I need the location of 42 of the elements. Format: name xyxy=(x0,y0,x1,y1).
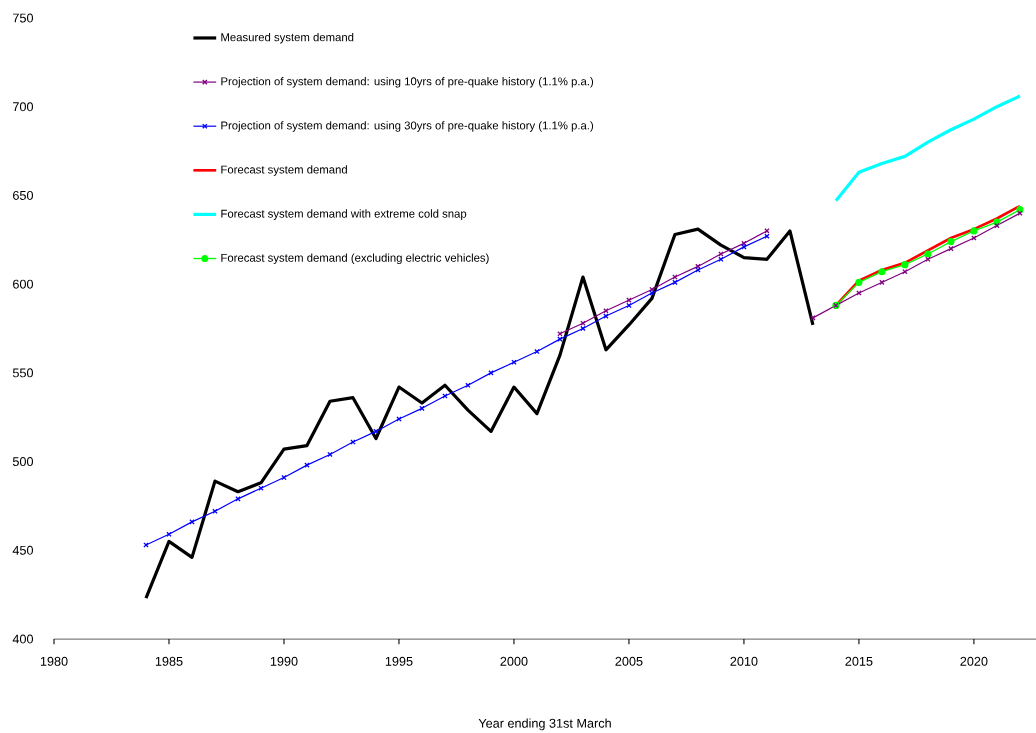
point xyxy=(878,268,886,276)
point xyxy=(649,290,655,296)
legend-label: Forecast system demand xyxy=(221,165,347,176)
x-tick-label: 1995 xyxy=(385,656,413,666)
x-tick-label: 2020 xyxy=(960,656,988,666)
point xyxy=(557,336,563,342)
point xyxy=(189,519,195,525)
x-tick-label: 1980 xyxy=(40,656,68,666)
x-tick-label: 1990 xyxy=(270,656,298,666)
point xyxy=(947,237,955,246)
point xyxy=(970,227,978,235)
x-tick-label: 2005 xyxy=(615,656,643,666)
line-series xyxy=(144,227,815,600)
y-tick-label: 750 xyxy=(13,13,34,23)
y-tick-label: 400 xyxy=(12,634,34,644)
y-tick-label: 500 xyxy=(12,457,34,467)
legend-label: Measured system demand xyxy=(221,32,354,44)
y-tick-label: 550 xyxy=(12,368,34,378)
point xyxy=(971,235,977,241)
x-axis-title: Year ending 31st March xyxy=(478,718,611,731)
legend-label: Forecast system demand (excluding electric vehicles) xyxy=(221,253,489,265)
line-series xyxy=(834,94,1022,203)
point xyxy=(924,250,932,258)
x-tick-label: 1985 xyxy=(155,656,183,666)
point xyxy=(580,320,586,326)
point xyxy=(304,462,310,468)
legend-label: Forecast system demand with extreme cold snap xyxy=(221,209,467,220)
legend-label: Projection of system demand: using 30yrs of pre-quake history (1.1% p.a.) xyxy=(221,121,594,132)
point xyxy=(856,290,862,296)
y-tick-label: 650 xyxy=(13,190,34,200)
y-tick-label: 450 xyxy=(12,545,34,555)
x-tick-label: 2010 xyxy=(730,656,758,666)
x-tick-label: 2000 xyxy=(500,656,528,666)
point xyxy=(235,496,241,502)
point xyxy=(855,278,863,286)
point xyxy=(901,261,909,269)
x-tick-label: 2015 xyxy=(845,656,873,666)
y-tick-label: 600 xyxy=(13,279,34,289)
point xyxy=(488,370,494,376)
point xyxy=(810,315,816,321)
legend-label: Projection of system demand: using 10yrs of pre-quake history (1.1% p.a.) xyxy=(221,77,594,88)
y-tick-label: 700 xyxy=(13,102,34,112)
